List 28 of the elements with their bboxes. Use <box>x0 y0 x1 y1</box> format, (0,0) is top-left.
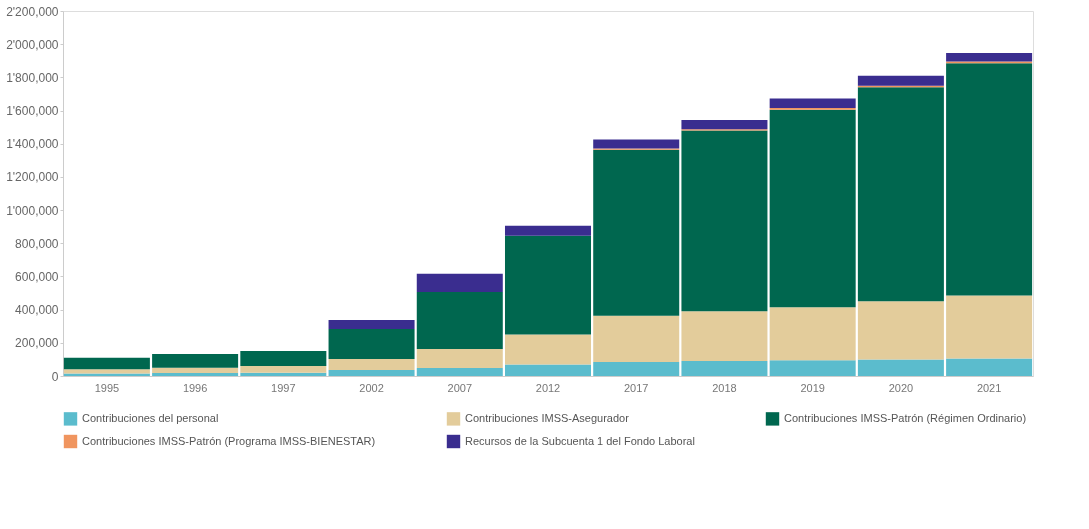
legend-label: Recursos de la Subcuenta 1 del Fondo Laboral <box>465 434 695 447</box>
x-tick-label: 2007 <box>447 381 473 394</box>
y-tick-label: 0 <box>51 369 59 384</box>
x-tick-label: 2021 <box>976 381 1002 394</box>
y-tick-label: 1'000,000 <box>6 203 59 218</box>
legend-label: Contribuciones IMSS-Patrón (Régimen Ordinario) <box>784 411 1027 424</box>
y-tick-label: 600,000 <box>15 269 59 284</box>
y-tick-label: 2'200,000 <box>6 4 59 19</box>
y-tick-label: 1'800,000 <box>6 70 59 85</box>
y-tick-label: 1'200,000 <box>6 170 59 185</box>
x-tick-label: 1997 <box>271 381 296 394</box>
y-tick-label: 200,000 <box>15 336 59 351</box>
legend-label: Contribuciones IMSS-Asegurador <box>465 411 630 424</box>
y-tick-label: 400,000 <box>15 303 59 318</box>
x-tick-label: 1995 <box>94 381 120 394</box>
x-tick-label: 2012 <box>535 381 561 394</box>
y-tick-label: 800,000 <box>15 236 59 251</box>
y-tick-label: 2'000,000 <box>6 37 59 52</box>
x-tick-label: 2017 <box>623 381 649 394</box>
x-tick-label: 2002 <box>359 381 384 394</box>
y-tick-label: 1'400,000 <box>6 137 59 152</box>
legend-label: Contribuciones IMSS-Patrón (Programa IMSS-BIENESTAR) <box>82 434 376 447</box>
y-tick-label: 1'600,000 <box>6 104 59 119</box>
legend-label: Contribuciones del personal <box>82 411 219 424</box>
x-tick-label: 2019 <box>800 381 825 394</box>
x-tick-label: 2020 <box>888 381 914 394</box>
x-tick-label: 1996 <box>182 381 208 394</box>
x-tick-label: 2018 <box>712 381 737 394</box>
